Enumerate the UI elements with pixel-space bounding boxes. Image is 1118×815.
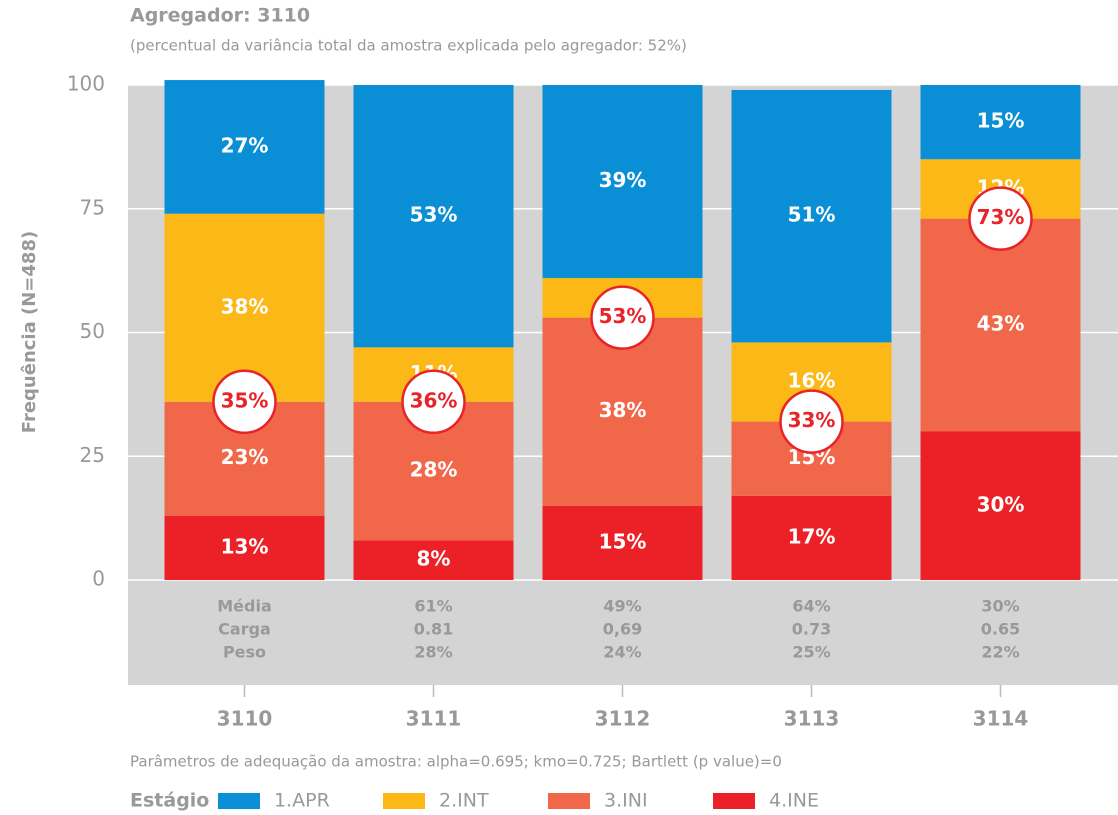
note: Parâmetros de adequação da amostra: alph… — [130, 753, 782, 771]
data-label: 17% — [788, 524, 836, 548]
circle-marker — [590, 285, 655, 350]
x-tick-label: 3111 — [406, 707, 462, 731]
table-cell: 64% — [792, 597, 830, 616]
x-tick-label: 3114 — [973, 707, 1029, 731]
data-label: 38% — [221, 294, 269, 318]
bar-segment — [920, 431, 1081, 580]
circle-label: 73% — [977, 205, 1025, 229]
table-row-label: Carga — [218, 620, 271, 639]
bar-segment — [353, 85, 514, 348]
data-label: 27% — [221, 133, 269, 157]
data-label: 51% — [788, 203, 836, 227]
bar-segment — [353, 540, 514, 580]
circle-label: 36% — [410, 388, 458, 412]
circle-label: 53% — [599, 304, 647, 328]
table-cell: 22% — [981, 643, 1019, 662]
legend-label: 3.INI — [604, 790, 648, 812]
table-cell: 25% — [792, 643, 830, 662]
y-tick-label: 75 — [80, 195, 105, 219]
legend-title: Estágio — [130, 790, 209, 812]
data-label: 15% — [599, 529, 647, 553]
bar-segment — [920, 85, 1081, 160]
legend-swatch — [218, 793, 260, 809]
table-cell: 24% — [603, 643, 641, 662]
y-tick-label: 0 — [92, 567, 105, 591]
x-tick-label: 3112 — [595, 707, 651, 731]
data-label: 28% — [410, 458, 458, 482]
data-label: 16% — [788, 369, 836, 393]
table-cell: 30% — [981, 597, 1019, 616]
chart-subtitle: (percentual da variância total da amostr… — [130, 37, 687, 55]
y-tick-label: 50 — [80, 319, 105, 343]
legend-label: 2.INT — [439, 790, 489, 812]
table-cell: 0.73 — [792, 620, 831, 639]
data-label: 23% — [221, 445, 269, 469]
data-label: 43% — [977, 312, 1025, 336]
y-tick-label: 100 — [67, 72, 105, 96]
y-tick-label: 25 — [80, 443, 105, 467]
bar-segment — [731, 495, 892, 580]
chart-title: Agregador: 3110 — [130, 5, 310, 27]
data-label: 15% — [977, 109, 1025, 133]
table-cell: 28% — [414, 643, 452, 662]
legend-label: 4.INE — [769, 790, 819, 812]
bar-segment — [731, 89, 892, 343]
data-label: 8% — [417, 547, 451, 571]
bar-segment — [164, 80, 325, 214]
table-cell: 0.81 — [414, 620, 453, 639]
circle-label: 35% — [221, 388, 269, 412]
legend-label: 1.APR — [274, 790, 330, 812]
data-label: 30% — [977, 492, 1025, 516]
data-label: 39% — [599, 168, 647, 192]
x-tick-label: 3113 — [784, 707, 840, 731]
bar-segment — [164, 515, 325, 580]
data-label: 53% — [410, 203, 458, 227]
circle-marker — [401, 369, 466, 435]
legend-swatch — [383, 793, 425, 809]
legend-swatch — [713, 793, 755, 809]
bar-segment — [542, 85, 703, 279]
circle-marker — [212, 369, 277, 435]
table-cell: 0,69 — [603, 620, 642, 639]
bar-segment — [542, 505, 703, 580]
x-tick-label: 3110 — [217, 707, 273, 731]
circle-label: 33% — [788, 408, 836, 432]
table-row-label: Peso — [223, 643, 266, 662]
y-axis-label: Frequência (N=488) — [19, 231, 40, 433]
data-label: 38% — [599, 398, 647, 422]
table-cell: 61% — [414, 597, 452, 616]
table-cell: 0.65 — [981, 620, 1020, 639]
legend-swatch — [548, 793, 590, 809]
table-cell: 49% — [603, 597, 641, 616]
circle-marker — [968, 186, 1033, 251]
circle-marker — [779, 389, 844, 454]
bar-segment — [920, 218, 1081, 432]
data-label: 13% — [221, 534, 269, 558]
table-row-label: Média — [217, 597, 272, 616]
